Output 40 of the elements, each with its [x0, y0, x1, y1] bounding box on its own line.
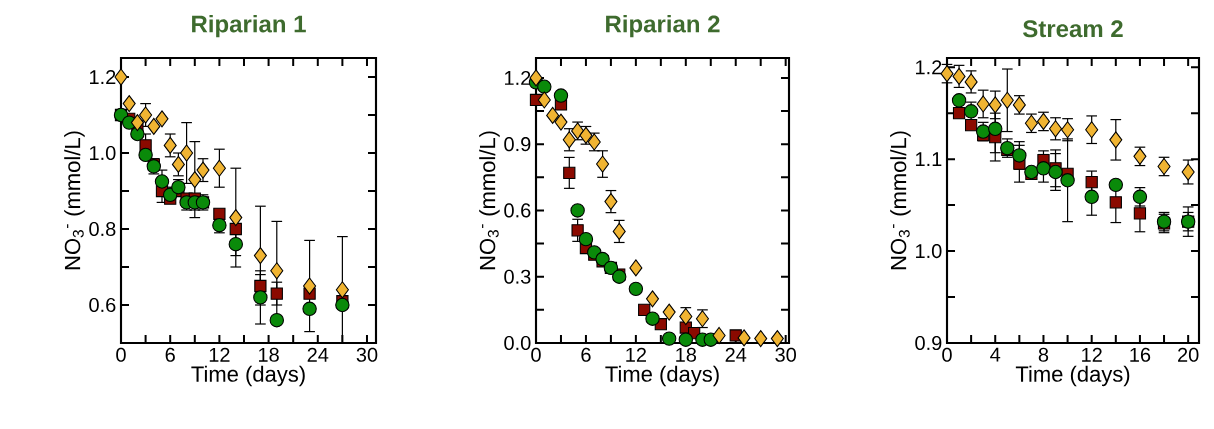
y-tick-label: 1.2	[916, 60, 942, 75]
y-tick-label: 0.6	[504, 203, 531, 218]
chart-title: Riparian 1	[192, 14, 306, 38]
y-axis-title: NO$_{3}$$^{-}$ (mmol/L)	[890, 131, 911, 270]
y-tick-label: 1.0	[916, 243, 942, 259]
x-tick-label: 0	[942, 347, 952, 362]
x-axis-title: Time (days)	[605, 365, 719, 387]
x-tick-label: 16	[1130, 347, 1151, 362]
y-tick-label: 0.0	[504, 335, 531, 351]
y-axis-title: NO$_{3}$$^{-}$ (mmol/L)	[64, 131, 85, 270]
x-tick-label: 30	[775, 347, 796, 362]
x-tick-label: 8	[1038, 347, 1049, 362]
x-tick-label: 24	[307, 347, 329, 362]
x-tick-label: 18	[676, 347, 697, 362]
y-tick-label: 1.2	[90, 70, 116, 84]
x-tick-label: 20	[1178, 347, 1199, 362]
y-tick-label: 0.9	[504, 137, 531, 152]
x-tick-label: 6	[581, 347, 591, 362]
y-tick-label: 1.0	[90, 145, 116, 161]
x-tick-label: 0	[116, 347, 126, 362]
x-tick-label: 12	[626, 347, 646, 362]
y-tick-label: 1.2	[505, 70, 531, 85]
x-tick-label: 12	[1082, 347, 1102, 362]
y-tick-label: 0.9	[915, 335, 942, 351]
y-tick-label: 0.6	[89, 297, 116, 313]
x-tick-label: 0	[531, 347, 541, 362]
y-axis-title: NO$_{3}$$^{-}$ (mmol/L)	[479, 131, 500, 270]
y-tick-label: 1.1	[916, 152, 942, 167]
x-tick-label: 30	[356, 347, 378, 362]
chart-title: Stream 2	[1023, 20, 1123, 38]
y-tick-label: 0.3	[504, 269, 531, 284]
x-tick-label: 12	[209, 347, 230, 362]
x-tick-label: 24	[725, 347, 747, 362]
x-tick-label: 4	[990, 347, 1001, 362]
x-axis-title: Time (days)	[191, 365, 305, 387]
chart-title: Riparian 2	[606, 14, 720, 38]
x-axis-title: Time (days)	[1015, 365, 1130, 387]
x-tick-label: 18	[258, 347, 279, 362]
x-tick-label: 6	[165, 347, 175, 362]
y-tick-label: 0.8	[89, 221, 116, 237]
